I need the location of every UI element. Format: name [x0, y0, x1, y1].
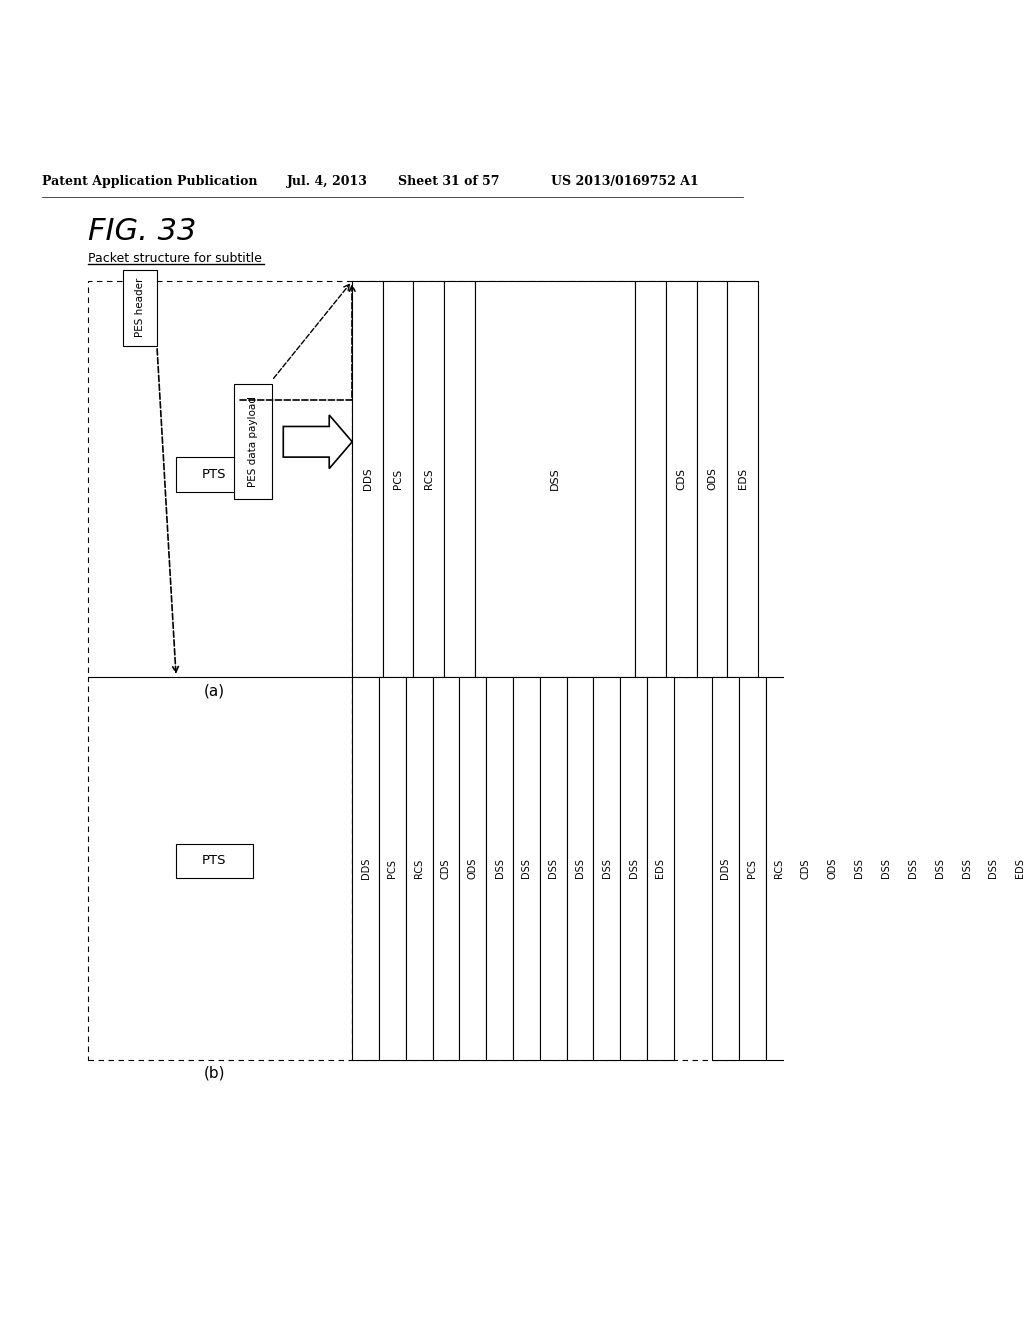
Text: DSS: DSS: [574, 858, 585, 878]
Bar: [900, 677, 927, 1060]
Bar: [872, 677, 900, 1060]
Bar: [513, 677, 540, 1060]
Text: CDS: CDS: [801, 858, 811, 879]
Text: Sheet 31 of 57: Sheet 31 of 57: [398, 176, 500, 187]
Polygon shape: [284, 414, 352, 469]
Bar: [406, 677, 432, 1060]
Text: PTS: PTS: [202, 467, 226, 480]
Text: (b): (b): [204, 1067, 225, 1081]
Bar: [793, 677, 819, 1060]
Bar: [566, 677, 593, 1060]
Text: RCS: RCS: [774, 858, 784, 878]
Text: DSS: DSS: [908, 858, 919, 878]
Bar: [953, 677, 980, 1060]
Bar: [636, 281, 666, 677]
Text: RCS: RCS: [414, 858, 424, 878]
Bar: [88, 281, 352, 677]
Bar: [352, 677, 379, 1060]
Text: Patent Application Publication: Patent Application Publication: [42, 176, 258, 187]
Bar: [460, 677, 486, 1060]
Text: DSS: DSS: [602, 858, 611, 878]
Bar: [88, 677, 352, 1060]
Bar: [593, 677, 621, 1060]
Bar: [486, 677, 513, 1060]
Text: PES data payload: PES data payload: [248, 396, 258, 487]
Text: EDS: EDS: [655, 858, 666, 878]
Text: PCS: PCS: [387, 859, 397, 878]
Text: Jul. 4, 2013: Jul. 4, 2013: [287, 176, 368, 187]
Bar: [666, 281, 696, 677]
Bar: [1007, 677, 1024, 1060]
Bar: [696, 281, 727, 677]
Text: DSS: DSS: [935, 858, 945, 878]
Bar: [352, 281, 735, 677]
Text: PCS: PCS: [393, 469, 403, 488]
Text: EDS: EDS: [1015, 858, 1024, 878]
Text: RCS: RCS: [424, 469, 434, 490]
Bar: [540, 677, 566, 1060]
Bar: [233, 384, 271, 499]
Text: DSS: DSS: [962, 858, 972, 878]
Bar: [352, 281, 383, 677]
Bar: [352, 677, 735, 1060]
Text: DSS: DSS: [882, 858, 891, 878]
Text: CDS: CDS: [441, 858, 451, 879]
Text: US 2013/0169752 A1: US 2013/0169752 A1: [551, 176, 699, 187]
Text: PCS: PCS: [748, 859, 757, 878]
Bar: [727, 281, 758, 677]
Bar: [846, 677, 872, 1060]
Bar: [176, 843, 253, 878]
Text: (a): (a): [204, 684, 225, 698]
Text: ODS: ODS: [707, 467, 717, 490]
Text: ODS: ODS: [827, 858, 838, 879]
Text: DDS: DDS: [362, 467, 373, 490]
Text: DSS: DSS: [495, 858, 505, 878]
Bar: [819, 677, 846, 1060]
Bar: [621, 677, 647, 1060]
Text: DSS: DSS: [548, 858, 558, 878]
Text: ODS: ODS: [468, 858, 478, 879]
Text: EDS: EDS: [737, 469, 748, 490]
Text: DSS: DSS: [550, 467, 560, 490]
Text: Packet structure for subtitle: Packet structure for subtitle: [88, 252, 262, 264]
Text: DDS: DDS: [360, 858, 371, 879]
Bar: [123, 269, 157, 346]
Bar: [475, 281, 636, 677]
Text: DDS: DDS: [721, 858, 730, 879]
Bar: [739, 677, 766, 1060]
Text: DSS: DSS: [854, 858, 864, 878]
Bar: [383, 281, 414, 677]
Text: FIG. 33: FIG. 33: [88, 216, 197, 246]
Bar: [980, 677, 1007, 1060]
Bar: [432, 677, 460, 1060]
Bar: [766, 677, 793, 1060]
Bar: [444, 281, 475, 677]
Text: CDS: CDS: [677, 467, 686, 490]
Text: PTS: PTS: [202, 854, 226, 867]
Bar: [414, 281, 444, 677]
Bar: [927, 677, 953, 1060]
Bar: [647, 677, 674, 1060]
Text: PES header: PES header: [135, 279, 144, 338]
Text: DSS: DSS: [629, 858, 639, 878]
Bar: [712, 677, 739, 1060]
Text: DSS: DSS: [988, 858, 998, 878]
Bar: [379, 677, 406, 1060]
Text: DSS: DSS: [521, 858, 531, 878]
Bar: [176, 457, 253, 491]
